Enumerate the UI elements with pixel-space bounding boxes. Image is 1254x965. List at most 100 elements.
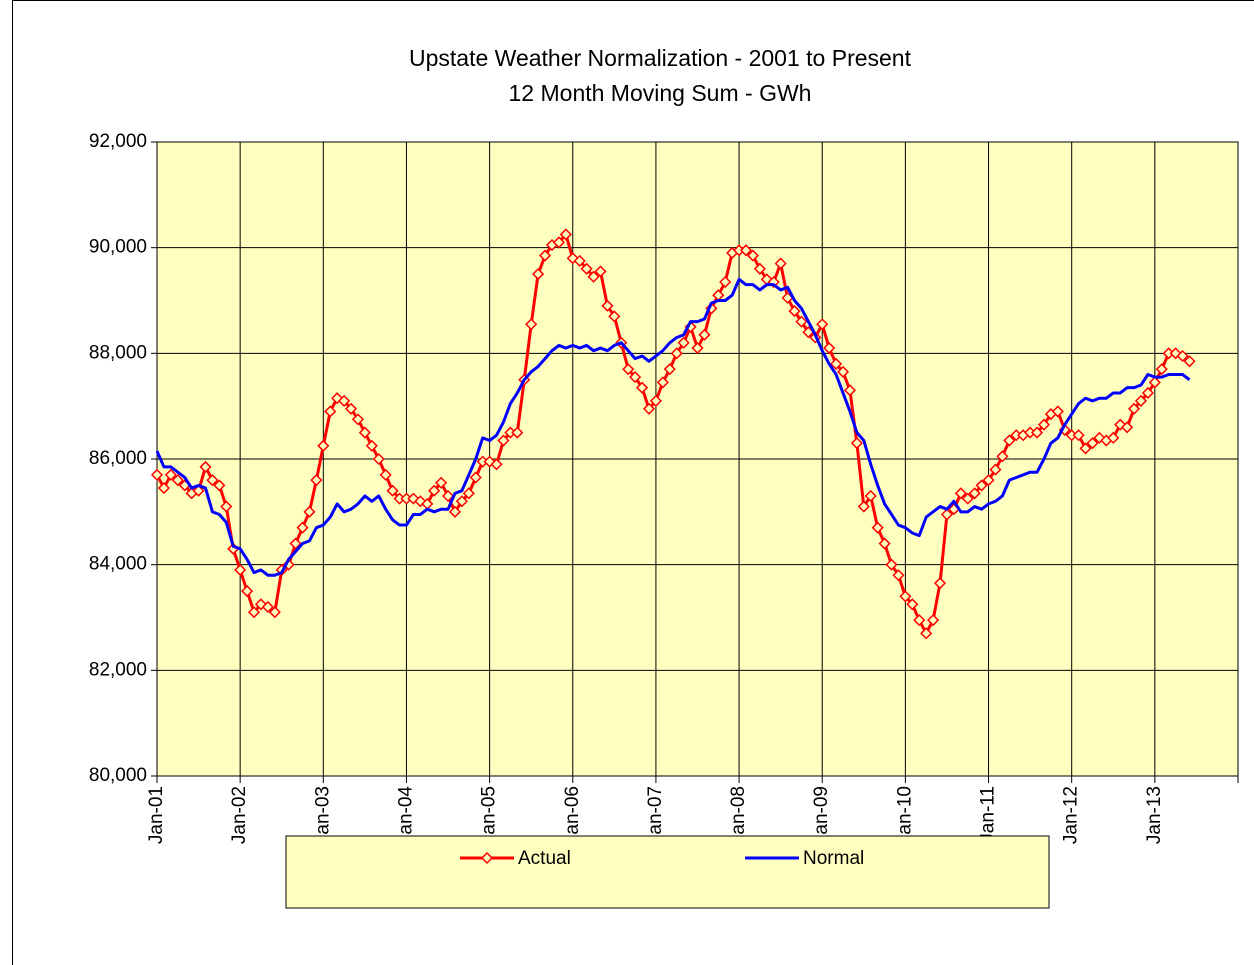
- y-tick-label: 88,000: [89, 342, 147, 363]
- data-marker: [559, 228, 572, 241]
- data-marker: [823, 341, 836, 355]
- data-marker: [580, 262, 593, 275]
- data-marker: [753, 262, 766, 275]
- data-marker: [642, 402, 656, 415]
- data-marker: [1030, 426, 1044, 439]
- data-marker: [358, 426, 371, 439]
- data-marker: [532, 268, 545, 281]
- data-marker: [843, 384, 857, 397]
- data-marker: [261, 600, 274, 613]
- y-tick-label: 84,000: [89, 554, 147, 575]
- data-marker: [996, 450, 1009, 463]
- x-tick-label: Jan-10: [894, 786, 915, 844]
- data-marker: [310, 474, 323, 487]
- data-marker: [961, 492, 974, 505]
- data-marker: [573, 254, 586, 267]
- data-marker: [906, 598, 919, 611]
- chart-subtitle: 12 Month Moving Sum - GWh: [509, 80, 812, 106]
- data-marker: [864, 489, 877, 503]
- data-marker: [414, 495, 427, 508]
- data-marker: [594, 265, 607, 278]
- data-marker: [1072, 429, 1085, 442]
- data-marker: [1079, 442, 1092, 455]
- plot-frame: [156, 141, 1239, 777]
- data-marker: [830, 357, 843, 370]
- data-marker: [1121, 421, 1134, 434]
- data-marker: [268, 606, 281, 619]
- data-marker: [649, 394, 662, 407]
- data-marker: [171, 474, 184, 487]
- y-tick-label: 80,000: [89, 765, 147, 786]
- data-marker: [164, 468, 177, 481]
- data-marker: [365, 439, 378, 452]
- x-tick-label: Jan-08: [728, 786, 749, 844]
- y-tick-label: 82,000: [89, 659, 147, 680]
- data-marker: [719, 275, 732, 289]
- data-marker: [220, 500, 233, 513]
- y-tick-label: 86,000: [89, 448, 147, 469]
- data-marker: [982, 474, 995, 487]
- data-marker: [324, 405, 337, 418]
- data-marker: [1037, 418, 1051, 431]
- data-marker: [795, 315, 808, 328]
- data-marker: [1093, 431, 1106, 444]
- data-marker: [871, 521, 884, 534]
- x-tick-label: Jan-01: [146, 786, 167, 844]
- data-marker: [940, 508, 954, 521]
- data-marker: [1148, 376, 1161, 389]
- data-marker: [234, 563, 247, 577]
- data-marker: [954, 487, 967, 500]
- data-marker: [587, 270, 600, 283]
- data-marker: [663, 363, 676, 376]
- x-tick-label: Jan-13: [1144, 786, 1165, 844]
- data-marker: [462, 487, 475, 500]
- data-marker: [525, 318, 538, 331]
- data-marker: [677, 336, 690, 349]
- data-marker: [739, 244, 753, 257]
- data-marker: [338, 394, 351, 407]
- data-line: [155, 277, 1191, 577]
- data-marker: [351, 413, 365, 426]
- data-marker: [448, 505, 462, 518]
- data-marker: [1183, 355, 1196, 368]
- data-marker: [1155, 363, 1168, 376]
- data-marker: [1141, 386, 1154, 400]
- data-marker: [490, 458, 503, 471]
- data-marker: [920, 627, 933, 640]
- x-tick-label: Jan-09: [811, 786, 832, 844]
- data-marker: [788, 305, 801, 318]
- data-marker: [317, 439, 330, 452]
- data-marker: [885, 558, 898, 571]
- data-marker: [552, 236, 565, 249]
- data-marker: [608, 310, 621, 323]
- data-marker: [927, 614, 940, 627]
- data-marker: [344, 402, 358, 415]
- data-marker: [975, 479, 988, 492]
- y-tick-label: 92,000: [89, 131, 147, 152]
- data-marker: [1114, 418, 1127, 431]
- data-marker: [435, 476, 448, 489]
- data-marker: [933, 577, 947, 590]
- data-marker: [913, 614, 926, 627]
- data-marker: [746, 249, 759, 262]
- data-marker: [192, 484, 205, 497]
- data-marker: [767, 275, 780, 289]
- x-tick-label: Jan-05: [479, 786, 500, 844]
- data-marker: [1086, 437, 1099, 450]
- x-tick-label: Jan-03: [312, 786, 333, 844]
- data-marker: [622, 363, 635, 376]
- data-marker: [1003, 434, 1016, 447]
- data-marker: [1176, 349, 1189, 363]
- data-marker: [199, 460, 212, 473]
- data-marker: [289, 537, 302, 550]
- data-marker: [303, 505, 316, 518]
- x-tick-label: Jan-04: [395, 786, 416, 845]
- chart-title: Upstate Weather Normalization - 2001 to …: [409, 45, 912, 71]
- data-marker: [206, 474, 219, 487]
- data-marker: [857, 500, 870, 513]
- data-marker: [469, 471, 482, 484]
- data-marker: [157, 481, 170, 495]
- data-marker: [538, 249, 552, 262]
